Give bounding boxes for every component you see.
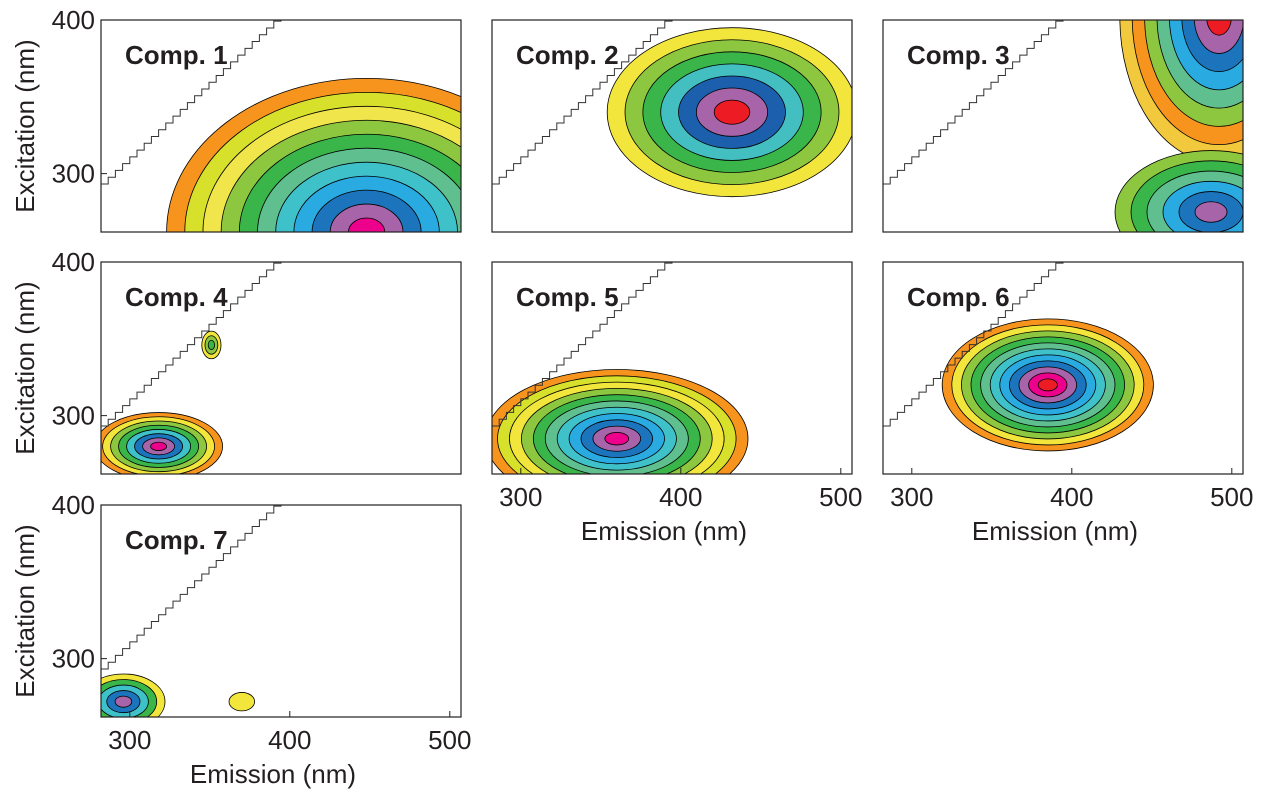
scatter-line <box>101 262 282 427</box>
x-tick-label: 500 <box>428 725 471 755</box>
contour-level <box>1193 20 1243 54</box>
y-tick-label: 300 <box>52 401 95 431</box>
plot-frame <box>100 261 462 475</box>
x-tick-label: 500 <box>819 482 862 512</box>
x-tick-label: 300 <box>108 725 151 755</box>
plot-frame <box>882 261 1244 475</box>
y-axis-label: Excitation (nm) <box>10 281 40 454</box>
x-axis-label: Emission (nm) <box>190 759 356 789</box>
x-tick-label: 500 <box>1210 482 1253 512</box>
plot-frame <box>882 19 1244 233</box>
panel <box>492 262 749 474</box>
contour-level <box>228 692 256 712</box>
y-tick-label: 400 <box>52 490 95 520</box>
plot-frame <box>100 504 462 718</box>
x-tick-label: 400 <box>659 482 702 512</box>
contour-level <box>207 339 215 350</box>
scatter-line <box>101 505 282 670</box>
plot-frame <box>491 19 853 233</box>
scatter-line <box>492 20 673 185</box>
y-tick-label: 400 <box>52 5 95 35</box>
plot-frame <box>491 261 853 475</box>
panel <box>101 505 282 717</box>
panel-title: Comp. 4 <box>125 282 228 312</box>
panel-title: Comp. 7 <box>125 525 228 555</box>
scatter-line <box>883 262 1064 427</box>
contour-level <box>604 431 630 446</box>
panel <box>883 20 1243 232</box>
panel-title: Comp. 5 <box>516 282 619 312</box>
panel-title: Comp. 2 <box>516 40 619 70</box>
contour-level <box>150 441 168 451</box>
x-tick-label: 300 <box>890 482 933 512</box>
contour-level <box>348 217 386 232</box>
panel <box>101 20 461 232</box>
contour-level <box>1194 201 1228 223</box>
plot-frame <box>100 19 462 233</box>
contour-level <box>1206 20 1232 36</box>
x-axis-label: Emission (nm) <box>581 516 747 546</box>
y-axis-label: Excitation (nm) <box>10 524 40 697</box>
panel-title: Comp. 1 <box>125 40 228 70</box>
contour-level <box>713 99 751 125</box>
contour-level <box>1037 378 1058 392</box>
x-tick-label: 300 <box>499 482 542 512</box>
panel <box>492 20 852 198</box>
scatter-line <box>492 262 673 427</box>
y-axis-label: Excitation (nm) <box>10 39 40 212</box>
panel-title: Comp. 6 <box>907 282 1010 312</box>
panel <box>883 262 1154 452</box>
y-tick-label: 400 <box>52 247 95 277</box>
x-tick-label: 400 <box>1050 482 1093 512</box>
scatter-line <box>101 20 282 185</box>
contour-level <box>114 695 133 708</box>
panel-title: Comp. 3 <box>907 40 1010 70</box>
x-tick-label: 400 <box>268 725 311 755</box>
scatter-line <box>883 20 1064 185</box>
panel <box>101 262 282 474</box>
x-axis-label: Emission (nm) <box>972 516 1138 546</box>
y-tick-label: 300 <box>52 644 95 674</box>
y-tick-label: 300 <box>52 159 95 189</box>
